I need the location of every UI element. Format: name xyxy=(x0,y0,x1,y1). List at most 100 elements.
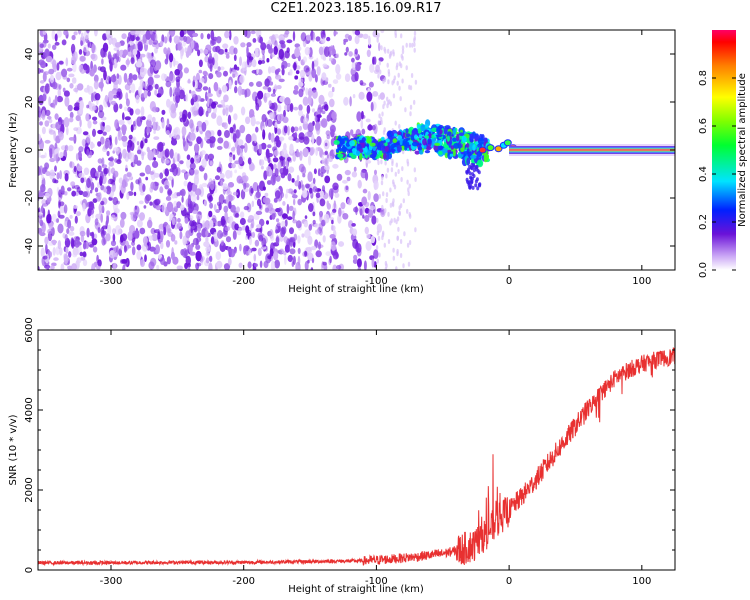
noise-speckle xyxy=(322,56,327,61)
noise-speckle xyxy=(140,140,144,149)
noise-speckle xyxy=(335,53,339,59)
noise-speckle xyxy=(44,166,48,173)
noise-speckle xyxy=(273,251,279,261)
noise-speckle xyxy=(218,194,225,205)
noise-speckle xyxy=(149,30,153,35)
noise-speckle xyxy=(253,134,257,144)
noise-speckle xyxy=(280,43,286,49)
signal-cloud xyxy=(477,170,481,175)
noise-speckle xyxy=(395,162,398,168)
noise-speckle xyxy=(278,136,285,142)
noise-speckle xyxy=(390,167,394,173)
noise-speckle xyxy=(133,191,137,197)
noise-speckle xyxy=(389,101,392,107)
noise-speckle xyxy=(54,33,58,42)
noise-speckle xyxy=(319,198,326,207)
noise-speckle xyxy=(267,87,272,93)
noise-speckle xyxy=(76,186,81,193)
noise-speckle xyxy=(131,241,136,247)
noise-speckle xyxy=(191,90,196,98)
noise-speckle xyxy=(387,211,390,217)
noise-speckle xyxy=(322,63,328,68)
noise-speckle xyxy=(128,134,133,140)
noise-speckle xyxy=(91,105,97,111)
noise-speckle xyxy=(251,218,255,229)
noise-speckle xyxy=(87,120,92,129)
noise-speckle xyxy=(179,190,183,196)
noise-speckle xyxy=(121,135,128,142)
signal-cloud xyxy=(461,135,467,143)
noise-speckle xyxy=(104,125,111,133)
noise-speckle xyxy=(46,265,50,270)
noise-speckle xyxy=(314,74,318,83)
noise-speckle xyxy=(243,142,248,153)
noise-speckle xyxy=(387,239,391,244)
noise-speckle xyxy=(396,251,399,257)
signal-cloud xyxy=(359,152,363,161)
noise-speckle xyxy=(100,185,105,191)
noise-speckle xyxy=(136,219,143,228)
noise-speckle xyxy=(175,93,181,104)
noise-speckle xyxy=(98,81,104,89)
noise-speckle xyxy=(41,126,46,135)
noise-speckle xyxy=(302,147,309,158)
noise-speckle xyxy=(318,94,325,105)
noise-speckle xyxy=(239,217,246,226)
noise-speckle xyxy=(107,179,111,185)
noise-speckle xyxy=(244,30,248,38)
signal-cloud xyxy=(405,133,411,138)
noise-speckle xyxy=(39,121,43,126)
noise-speckle xyxy=(302,96,309,106)
noise-speckle xyxy=(112,196,119,206)
noise-speckle xyxy=(167,228,172,234)
spectrogram-ylabel: Frequency (Hz) xyxy=(8,112,19,188)
noise-speckle xyxy=(157,86,164,96)
noise-speckle xyxy=(64,172,69,182)
noise-speckle xyxy=(375,245,379,251)
noise-speckle xyxy=(219,233,224,238)
noise-speckle xyxy=(192,237,199,246)
noise-speckle xyxy=(208,210,213,218)
noise-speckle xyxy=(192,75,196,82)
noise-speckle xyxy=(233,123,237,133)
noise-speckle xyxy=(238,227,244,232)
noise-speckle xyxy=(311,68,317,79)
noise-speckle xyxy=(234,169,238,174)
noise-speckle xyxy=(185,93,189,102)
noise-speckle xyxy=(216,166,222,173)
noise-speckle xyxy=(122,264,126,270)
noise-speckle xyxy=(179,231,183,240)
noise-speckle xyxy=(257,90,264,100)
noise-speckle xyxy=(268,100,272,107)
noise-speckle xyxy=(171,247,174,257)
noise-speckle xyxy=(106,150,110,157)
noise-speckle xyxy=(122,112,125,121)
noise-speckle xyxy=(303,221,309,228)
noise-speckle xyxy=(102,122,105,127)
noise-speckle xyxy=(387,100,390,106)
noise-speckle xyxy=(264,197,271,205)
noise-speckle xyxy=(379,92,385,100)
signal-cloud xyxy=(467,167,470,172)
noise-speckle xyxy=(246,56,250,66)
noise-speckle xyxy=(356,111,362,122)
noise-speckle xyxy=(42,30,47,36)
noise-speckle xyxy=(120,259,125,264)
snr-ylabel: SNR (10 * v/v) xyxy=(8,414,19,485)
y-tick-label: 0 xyxy=(24,147,35,153)
noise-speckle xyxy=(266,92,271,98)
noise-speckle xyxy=(92,116,98,121)
noise-speckle xyxy=(340,202,346,210)
noise-speckle xyxy=(272,102,278,112)
noise-speckle xyxy=(299,69,306,79)
noise-speckle xyxy=(89,68,95,77)
noise-speckle xyxy=(185,230,191,239)
noise-speckle xyxy=(373,193,379,203)
noise-speckle xyxy=(150,181,156,190)
noise-speckle xyxy=(224,130,230,138)
noise-speckle xyxy=(386,167,390,173)
noise-speckle xyxy=(361,196,368,206)
noise-speckle xyxy=(243,205,250,211)
noise-speckle xyxy=(65,57,69,67)
noise-speckle xyxy=(322,261,327,266)
